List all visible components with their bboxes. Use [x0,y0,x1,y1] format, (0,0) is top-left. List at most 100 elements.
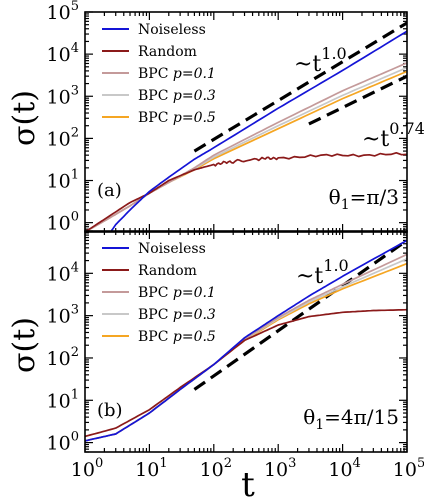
y-tick-label-exp: 2 [71,125,79,140]
x-tick-label-base: 10 [393,459,417,481]
legend-label-text: Random [138,44,197,60]
y-tick-label-a: 104 [47,41,79,66]
theta-symbol: θ [329,185,341,209]
x-tick-label-base: 10 [71,459,95,481]
legend-label-italic: p=0.3 [173,307,216,323]
guide-label-exp: 1.0 [321,44,346,63]
theta-subscript: 1 [341,197,350,213]
legend-label-text: BPC [138,110,173,126]
legend-label-a-bpc-p-0-1: BPC p=0.1 [138,66,216,82]
y-tick-label-exp: 4 [71,260,79,275]
legend-label-a-noiseless: Noiseless [138,22,206,38]
legend-label-a-bpc-p-0-5: BPC p=0.5 [138,110,216,126]
guide-line-a-0 [193,21,407,153]
guide-label-a-0: ~t1.0 [294,44,347,77]
legend-label-text: BPC [138,88,173,104]
legend-label-italic: p=0.5 [173,110,216,126]
legend-label-b-noiseless: Noiseless [138,241,206,257]
guide-label-exp: 1.0 [323,256,348,275]
legend-label-italic: p=0.1 [173,66,216,82]
y-tick-label-b: 101 [47,387,79,412]
x-tick-label-b: 100 [71,456,103,481]
legend-label-text: Random [138,263,197,279]
y-tick-label-a: 102 [47,125,79,150]
y-tick-label-base: 10 [47,86,71,108]
theta-subscript: 1 [315,417,324,433]
y-tick-label-base: 10 [47,171,71,193]
legend-label-a-bpc-p-0-3: BPC p=0.3 [138,88,216,104]
y-tick-label-b: 100 [47,430,79,455]
y-tick-label-a: 105 [47,0,79,24]
y-tick-label-a: 100 [47,210,79,235]
y-tick-label-a: 101 [47,168,79,193]
y-axis-label-a: σ(t) [7,90,42,146]
guide-label-b-0: ~t1.0 [296,256,349,289]
x-tick-label-exp: 3 [288,456,296,471]
guide-line-a-1 [308,74,407,126]
y-tick-label-exp: 3 [71,83,79,98]
guide-label-a-1: ~t0.74 [362,119,424,152]
legend-label-text: Noiseless [138,22,206,38]
y-tick-label-exp: 1 [71,168,79,183]
x-tick-label-base: 10 [200,459,224,481]
legend-label-italic: p=0.1 [173,285,216,301]
legend-label-text: BPC [138,307,173,323]
theta-annotation-a: θ1=π/3 [329,185,399,213]
y-tick-label-exp: 3 [71,303,79,318]
legend-label-b-random: Random [138,263,197,279]
series-line-a-random [85,151,407,232]
guide-line-b-0 [193,239,407,391]
guide-label-exp: 0.74 [389,119,424,138]
series-line-b-random [85,308,407,438]
guide-label-base: ~t [296,264,323,289]
x-tick-label-exp: 4 [353,456,361,471]
y-tick-label-base: 10 [47,44,71,66]
legend-label-italic: p=0.3 [173,88,216,104]
legend-label-b-bpc-p-0-3: BPC p=0.3 [138,307,216,323]
y-tick-label-exp: 4 [71,41,79,56]
y-tick-label-base: 10 [47,2,71,24]
series-line-b-noiseless [85,239,407,442]
theta-symbol: θ [303,405,315,429]
y-tick-label-base: 10 [47,263,71,285]
legend-label-text: BPC [138,285,173,301]
y-tick-label-exp: 5 [71,0,79,14]
plot-area-a [85,21,407,232]
y-tick-label-exp: 0 [71,430,79,445]
legend-label-text: BPC [138,66,173,82]
y-tick-label-exp: 1 [71,387,79,402]
y-tick-label-a: 103 [47,83,79,108]
x-tick-label-b: 102 [200,456,232,481]
theta-value: =π/3 [350,185,399,209]
y-tick-label-base: 10 [47,213,71,235]
legend-label-text: BPC [138,329,173,345]
x-tick-label-b: 103 [264,456,296,481]
plot-frame-b [84,230,408,453]
panel-label-b: (b) [97,400,123,421]
x-tick-label-exp: 5 [417,456,424,471]
x-tick-label-base: 10 [328,459,352,481]
legend-label-b-bpc-p-0-5: BPC p=0.5 [138,329,216,345]
legend-label-text: Noiseless [138,241,206,257]
plot-area-b [85,239,407,442]
x-tick-label-exp: 1 [159,456,167,471]
legend-label-b-bpc-p-0-1: BPC p=0.1 [138,285,216,301]
x-tick-label-exp: 2 [224,456,232,471]
theta-annotation-b: θ1=4π/15 [303,405,399,433]
y-tick-label-base: 10 [47,128,71,150]
guide-label-base: ~t [294,52,321,77]
theta-value: =4π/15 [324,405,399,429]
y-tick-label-base: 10 [47,306,71,328]
y-tick-label-base: 10 [47,390,71,412]
y-tick-label-b: 104 [47,260,79,285]
series-line-a-noiseless [109,30,407,232]
x-tick-label-base: 10 [264,459,288,481]
x-tick-label-base: 10 [135,459,159,481]
legend-label-italic: p=0.5 [173,329,216,345]
x-tick-label-b: 101 [135,456,167,481]
y-tick-label-base: 10 [47,348,71,370]
